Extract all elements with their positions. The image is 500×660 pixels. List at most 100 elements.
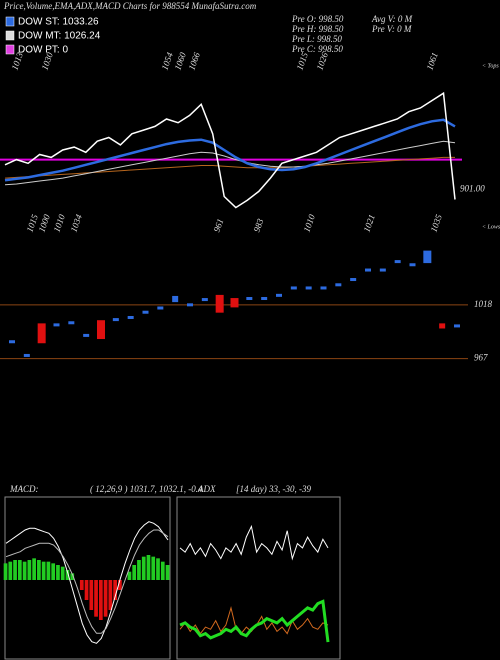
candle — [394, 260, 401, 264]
macd-bar — [65, 570, 70, 580]
candle — [172, 295, 179, 303]
macd-bar — [141, 556, 146, 580]
macd-bar — [108, 580, 113, 610]
bottom-label: 1021 — [361, 213, 377, 233]
macd-bar — [98, 580, 103, 620]
candle — [276, 293, 282, 297]
candle — [201, 298, 208, 302]
top-label: 1066 — [186, 51, 202, 72]
macd-title: MACD: — [9, 484, 39, 494]
macd-bar — [118, 580, 122, 590]
adx-title: ADX — [197, 484, 216, 494]
macd-bar — [89, 580, 94, 610]
legend-label: DOW ST: 1033.26 — [18, 17, 99, 28]
macd-bar — [3, 563, 8, 580]
bottom-label: 983 — [251, 217, 265, 234]
legend-swatch — [5, 30, 15, 41]
candle — [157, 306, 164, 310]
y-tick-label: 967 — [474, 353, 488, 363]
info-text: Pre O: 998.50 — [291, 14, 344, 24]
candle — [97, 320, 105, 340]
candle — [246, 297, 253, 301]
macd-line — [5, 529, 169, 634]
adx-line — [179, 605, 329, 635]
candle — [37, 323, 46, 344]
macd-bar — [22, 561, 27, 580]
macd-bar — [41, 561, 46, 580]
macd-bar — [94, 580, 98, 617]
adx-params: [14 day) 33, -30, -39 — [236, 484, 311, 494]
candle — [215, 294, 224, 313]
legend-label: DOW PT: 0 — [18, 45, 68, 56]
macd-bar — [46, 561, 51, 580]
candle — [230, 298, 239, 308]
macd-bar — [51, 563, 56, 580]
macd-bar — [127, 571, 132, 580]
legend-swatch — [5, 16, 15, 27]
bottom-label: 1034 — [68, 213, 84, 234]
candle — [9, 340, 15, 344]
macd-bar — [160, 561, 165, 580]
top-label: 1061 — [424, 51, 440, 71]
series-line — [4, 118, 456, 182]
candle — [335, 283, 342, 287]
macd-bar — [103, 580, 108, 617]
macd-bar — [60, 566, 65, 580]
candle — [409, 263, 416, 267]
page-title: Price,Volume,EMA,ADX,MACD Charts for 988… — [3, 1, 257, 11]
candle — [439, 323, 446, 329]
series-line — [4, 91, 456, 209]
candle — [379, 268, 386, 272]
macd-bar — [27, 560, 32, 580]
y-tick-label: 1018 — [474, 299, 493, 309]
macd-bar — [151, 556, 156, 580]
bottom-label: 961 — [211, 217, 225, 233]
bottom-label: 1010 — [301, 213, 317, 234]
adx-line — [179, 599, 330, 643]
macd-bar — [56, 565, 60, 580]
candle — [127, 315, 134, 319]
candle — [23, 353, 30, 357]
macd-bar — [165, 565, 170, 580]
candle — [350, 278, 357, 282]
series-line — [4, 156, 455, 179]
candle — [365, 268, 371, 272]
candle — [454, 324, 460, 328]
macd-bar — [8, 561, 13, 580]
candle — [187, 303, 193, 307]
bottom-label: 1035 — [428, 213, 444, 234]
candle — [320, 286, 327, 290]
candle — [142, 310, 149, 314]
candle — [290, 286, 297, 290]
macd-bar — [70, 573, 75, 580]
bottom-label: 1000 — [36, 213, 52, 234]
macd-bar — [37, 560, 41, 580]
lows-note: < Lows — [482, 224, 500, 230]
info-text: Pre H: 998.50 — [291, 24, 344, 34]
macd-bar — [17, 560, 22, 580]
candle — [423, 250, 432, 264]
adx-panel — [176, 496, 341, 660]
bottom-label: 1010 — [51, 213, 67, 234]
info-text: Pre L: 998.50 — [291, 34, 342, 44]
macd-bar — [79, 580, 84, 590]
candle — [305, 286, 312, 290]
tops-note: < Tops — [482, 63, 499, 69]
info-text: Pre C: 998.50 — [291, 44, 343, 54]
legend-label: DOW MT: 1026.24 — [18, 31, 101, 42]
info-text: Pre V: 0 M — [371, 24, 412, 34]
info-text: Avg V: 0 M — [371, 14, 413, 24]
candle — [112, 318, 119, 322]
adx-line — [179, 524, 329, 561]
last-price-label: 901.00 — [460, 184, 485, 194]
legend-swatch — [5, 44, 15, 55]
candle — [53, 323, 60, 327]
macd-bar — [32, 558, 36, 580]
series-line — [4, 140, 456, 186]
candle — [68, 321, 75, 325]
macd-params: ( 12,26,9 ) 1031.7, 1032.1, -0.4 — [90, 484, 203, 494]
macd-bar — [132, 565, 137, 580]
macd-bar — [146, 555, 151, 580]
macd-bar — [13, 560, 17, 580]
